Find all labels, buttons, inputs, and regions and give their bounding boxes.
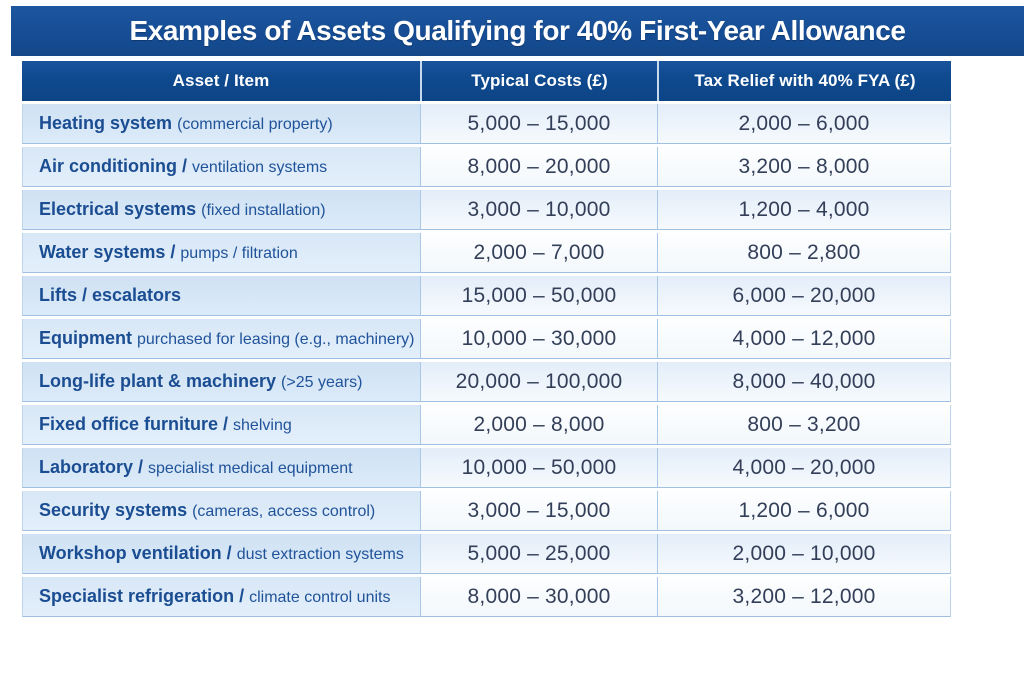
table-row: Laboratory / specialist medical equipment… [22, 448, 951, 488]
asset-detail: (>25 years) [281, 374, 363, 391]
asset-name: Workshop ventilation / [39, 543, 232, 563]
relief-cell: 800 – 2,800 [657, 233, 951, 273]
asset-name: Security systems [39, 500, 188, 520]
table-row: Air conditioning / ventilation systems 8,… [22, 147, 951, 187]
assets-table: Asset / Item Typical Costs (£) Tax Relie… [22, 58, 951, 620]
costs-cell: 20,000 – 100,000 [420, 362, 657, 402]
asset-cell: Air conditioning / ventilation systems [22, 147, 420, 187]
table-row: Specialist refrigeration / climate contro… [22, 577, 951, 617]
asset-name: Water systems / [39, 242, 176, 262]
costs-cell: 8,000 – 20,000 [420, 147, 657, 187]
costs-cell: 5,000 – 15,000 [420, 104, 657, 144]
asset-name: Equipment [39, 328, 132, 348]
relief-cell: 800 – 3,200 [657, 405, 951, 445]
costs-cell: 15,000 – 50,000 [420, 276, 657, 316]
asset-detail: (commercial property) [177, 116, 333, 133]
asset-detail: dust extraction systems [236, 546, 404, 563]
table-header-row: Asset / Item Typical Costs (£) Tax Relie… [22, 61, 951, 101]
asset-cell: Laboratory / specialist medical equipment [22, 448, 420, 488]
asset-name: Lifts / escalators [39, 285, 182, 305]
asset-detail: purchased for leasing (e.g., machinery) [137, 331, 415, 348]
asset-name: Specialist refrigeration / [39, 586, 245, 606]
table-row: Fixed office furniture / shelving 2,000 –… [22, 405, 951, 445]
asset-detail: climate control units [249, 589, 391, 606]
relief-cell: 6,000 – 20,000 [657, 276, 951, 316]
costs-cell: 2,000 – 8,000 [420, 405, 657, 445]
asset-name: Heating system [39, 113, 173, 133]
asset-cell: Water systems / pumps / filtration [22, 233, 420, 273]
asset-detail: shelving [233, 417, 292, 434]
costs-cell: 10,000 – 30,000 [420, 319, 657, 359]
costs-cell: 3,000 – 10,000 [420, 190, 657, 230]
asset-cell: Long-life plant & machinery (>25 years) [22, 362, 420, 402]
title-banner: Examples of Assets Qualifying for 40% Fi… [11, 6, 1024, 56]
asset-cell: Fixed office furniture / shelving [22, 405, 420, 445]
asset-detail: ventilation systems [191, 159, 328, 176]
relief-cell: 1,200 – 6,000 [657, 491, 951, 531]
costs-cell: 3,000 – 15,000 [420, 491, 657, 531]
costs-cell: 10,000 – 50,000 [420, 448, 657, 488]
asset-cell: Specialist refrigeration / climate contro… [22, 577, 420, 617]
asset-detail: specialist medical equipment [148, 460, 353, 477]
asset-cell: Lifts / escalators [22, 276, 420, 316]
table-row: Heating system (commercial property) 5,00… [22, 104, 951, 144]
table-row: Equipment purchased for leasing (e.g., ma… [22, 319, 951, 359]
table-row: Electrical systems (fixed installation) 3… [22, 190, 951, 230]
relief-cell: 4,000 – 12,000 [657, 319, 951, 359]
asset-cell: Workshop ventilation / dust extraction sy… [22, 534, 420, 574]
page-title: Examples of Assets Qualifying for 40% Fi… [129, 15, 906, 46]
relief-cell: 1,200 – 4,000 [657, 190, 951, 230]
column-header-asset: Asset / Item [22, 61, 420, 101]
column-header-costs: Typical Costs (£) [420, 61, 657, 101]
relief-cell: 2,000 – 10,000 [657, 534, 951, 574]
asset-cell: Equipment purchased for leasing (e.g., ma… [22, 319, 420, 359]
asset-name: Electrical systems [39, 199, 197, 219]
asset-cell: Electrical systems (fixed installation) [22, 190, 420, 230]
relief-cell: 4,000 – 20,000 [657, 448, 951, 488]
asset-name: Long-life plant & machinery [39, 371, 277, 391]
column-header-relief: Tax Relief with 40% FYA (£) [657, 61, 951, 101]
asset-detail: (cameras, access control) [192, 503, 376, 520]
asset-name: Laboratory / [39, 457, 144, 477]
asset-detail: pumps / filtration [180, 245, 298, 262]
fya-table: Asset / Item Typical Costs (£) Tax Relie… [22, 58, 951, 620]
table-row: Long-life plant & machinery (>25 years) 2… [22, 362, 951, 402]
table-row: Workshop ventilation / dust extraction sy… [22, 534, 951, 574]
table-row: Water systems / pumps / filtration 2,000 … [22, 233, 951, 273]
table-row: Lifts / escalators 15,000 – 50,000 6,000… [22, 276, 951, 316]
costs-cell: 8,000 – 30,000 [420, 577, 657, 617]
relief-cell: 3,200 – 8,000 [657, 147, 951, 187]
asset-cell: Security systems (cameras, access control… [22, 491, 420, 531]
costs-cell: 2,000 – 7,000 [420, 233, 657, 273]
asset-name: Air conditioning / [39, 156, 187, 176]
asset-cell: Heating system (commercial property) [22, 104, 420, 144]
costs-cell: 5,000 – 25,000 [420, 534, 657, 574]
relief-cell: 2,000 – 6,000 [657, 104, 951, 144]
table-row: Security systems (cameras, access control… [22, 491, 951, 531]
asset-name: Fixed office furniture / [39, 414, 229, 434]
relief-cell: 3,200 – 12,000 [657, 577, 951, 617]
asset-detail: (fixed installation) [201, 202, 326, 219]
relief-cell: 8,000 – 40,000 [657, 362, 951, 402]
